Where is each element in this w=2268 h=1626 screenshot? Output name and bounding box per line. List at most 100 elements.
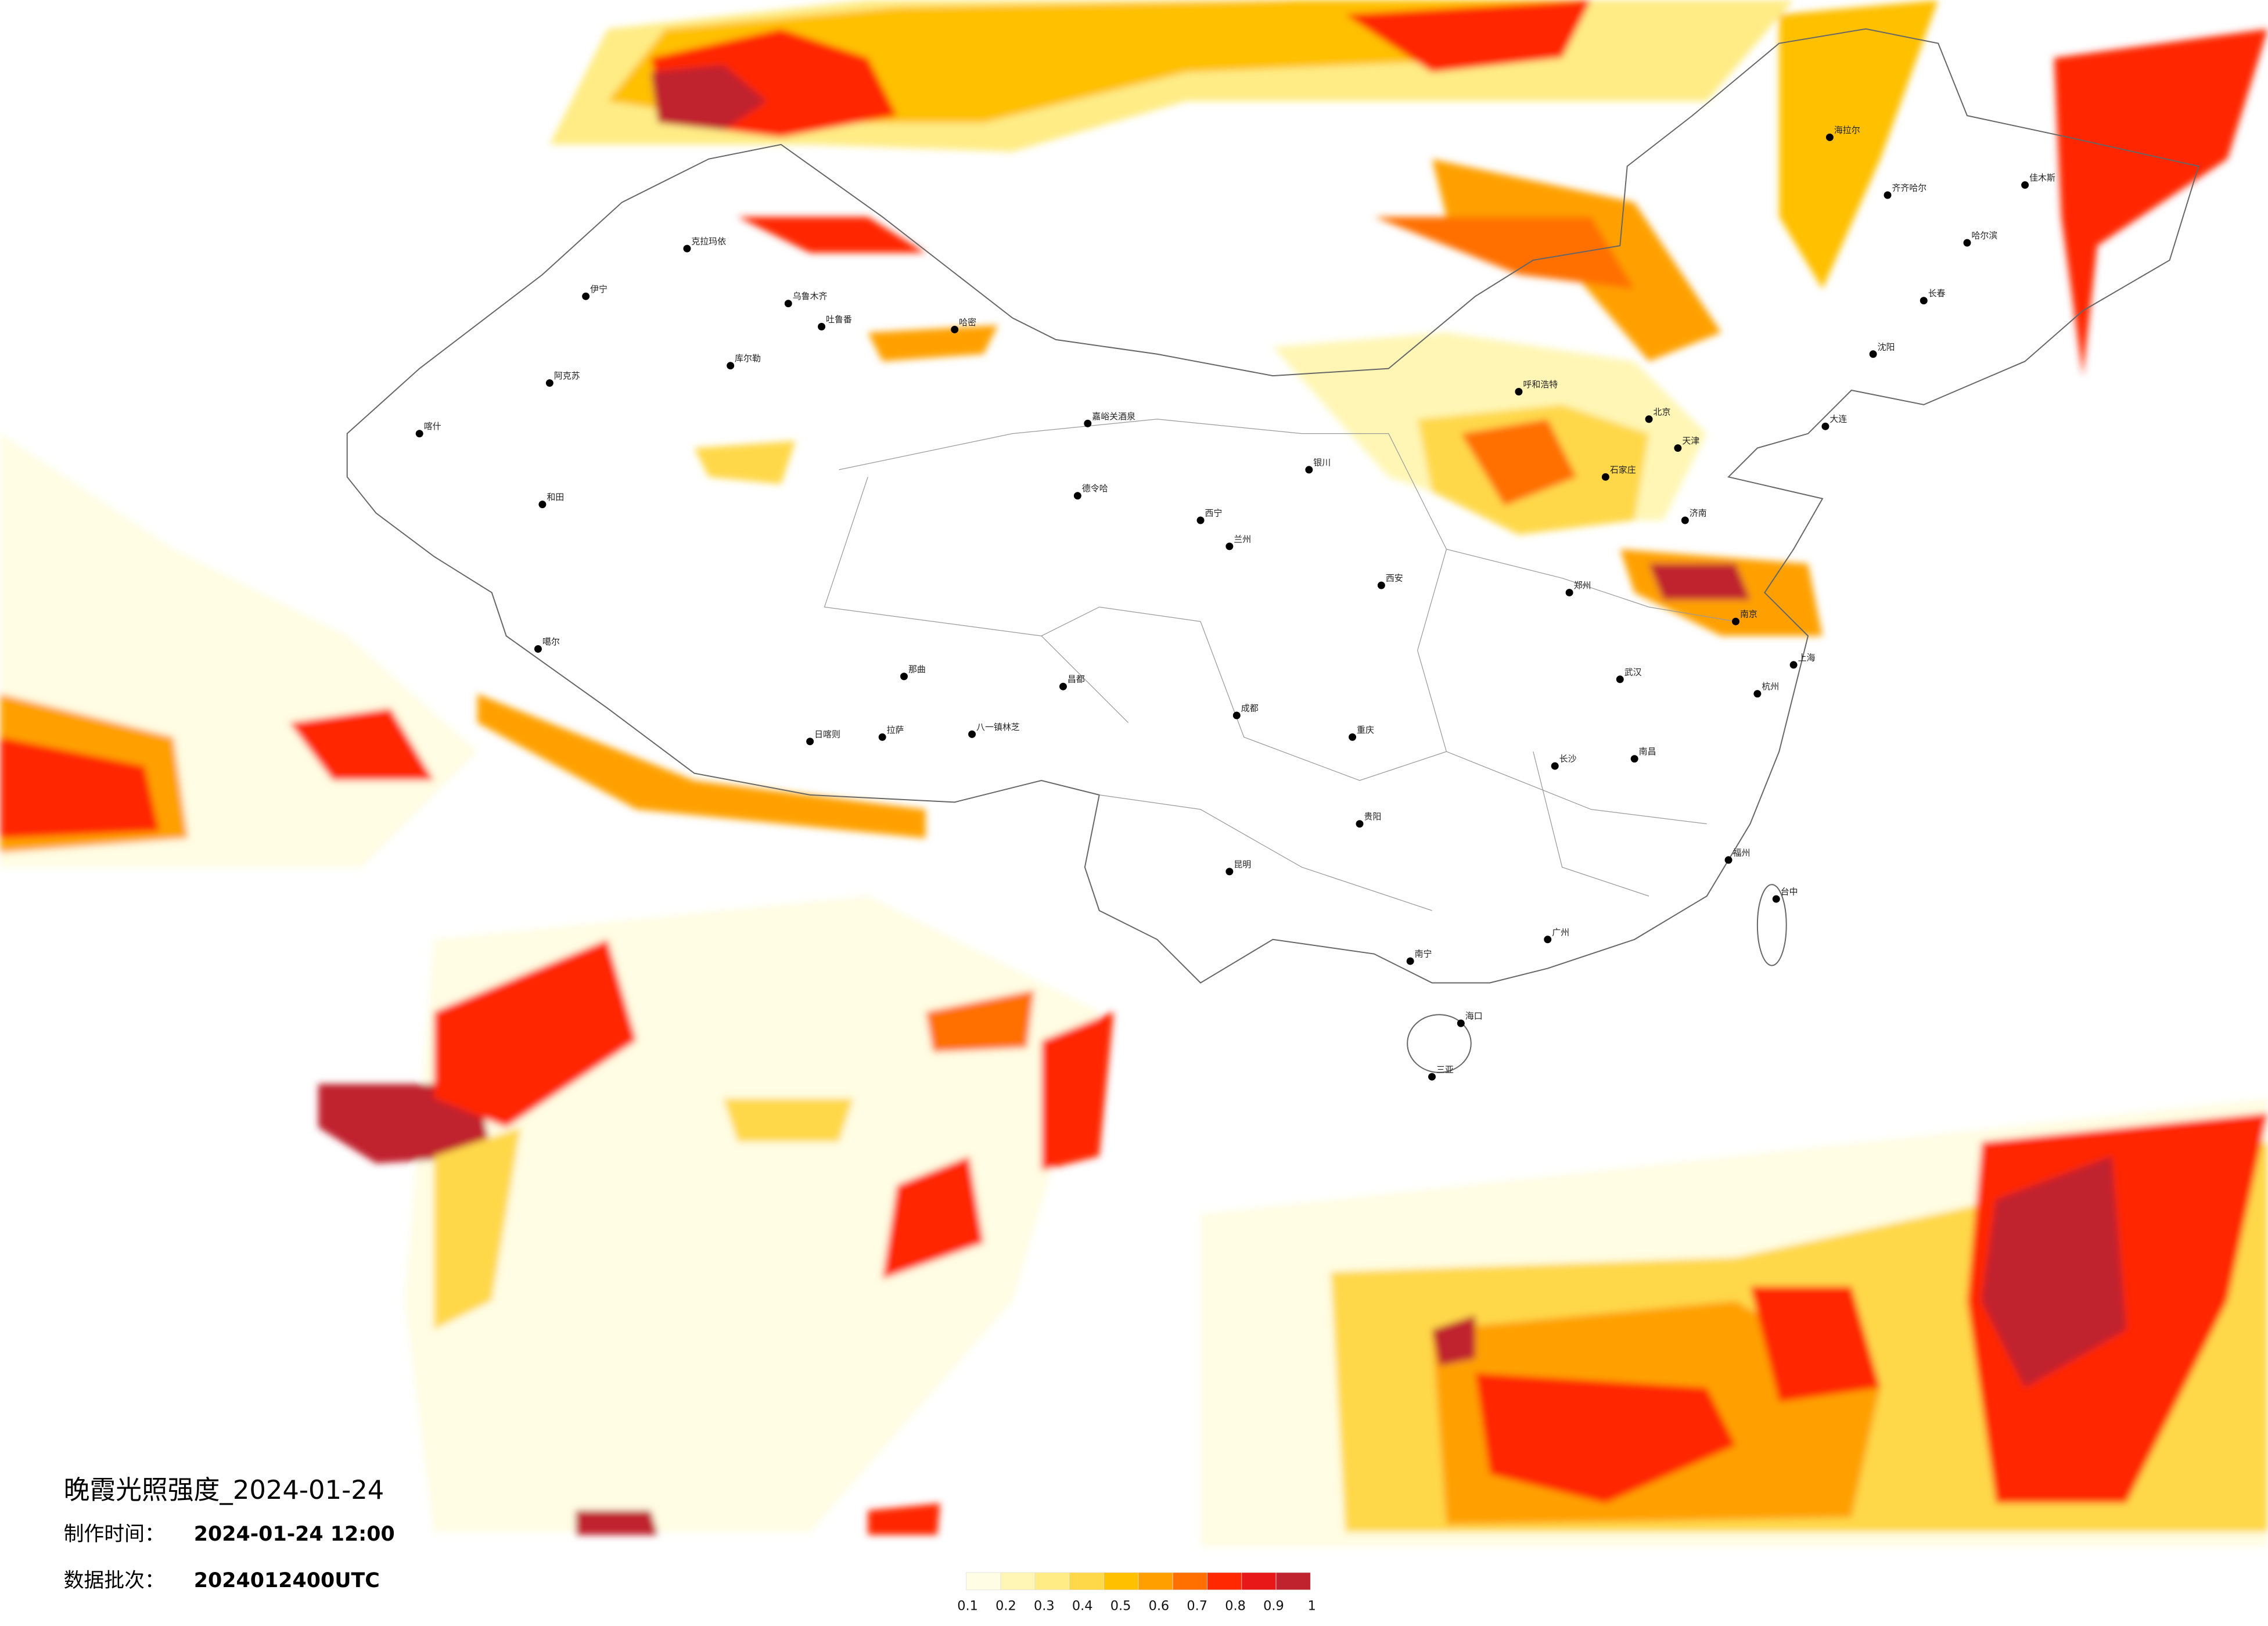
city-label: 克拉玛依 [691, 236, 726, 247]
city-label: 哈尔滨 [1971, 231, 1997, 241]
city-label: 昌都 [1067, 674, 1085, 685]
city-dot [1305, 466, 1313, 474]
city-dot [1920, 297, 1928, 305]
city-dot [1869, 350, 1877, 358]
legend-tick-label: 0.8 [1225, 1599, 1246, 1614]
city-dot [951, 325, 959, 333]
legend-swatch [966, 1572, 1001, 1591]
city-label: 嘉峪关酒泉 [1092, 411, 1135, 422]
city-label: 呼和浩特 [1523, 379, 1558, 390]
legend-swatch [1069, 1572, 1105, 1591]
city-dot [1565, 588, 1573, 596]
legend-tick-label: 0.5 [1110, 1599, 1131, 1614]
city-label: 兰州 [1234, 534, 1251, 544]
city-dot [1196, 516, 1205, 524]
city-label: 西宁 [1205, 508, 1223, 519]
city-dot [1616, 675, 1624, 684]
city-label: 德令哈 [1082, 483, 1108, 494]
city-label: 齐齐哈尔 [1892, 183, 1926, 193]
city-label: 济南 [1690, 508, 1707, 519]
city-label: 石家庄 [1610, 465, 1636, 475]
city-dot [683, 244, 691, 253]
city-dot [1059, 682, 1067, 690]
legend-tick-label: 1 [1308, 1599, 1316, 1614]
city-label: 郑州 [1574, 580, 1591, 591]
city-label: 海拉尔 [1834, 125, 1860, 135]
city-dot [1601, 473, 1609, 481]
city-dot [1406, 957, 1414, 965]
city-dot [1724, 856, 1733, 864]
city-label: 重庆 [1357, 725, 1374, 735]
city-label: 伊宁 [590, 284, 608, 294]
city-label: 库尔勒 [735, 353, 761, 364]
caption: 晚霞光照强度_2024-01-24 制作时间： 2024-01-24 12:00… [64, 1474, 395, 1592]
city-label: 海口 [1465, 1011, 1483, 1021]
city-dot [1225, 542, 1234, 551]
city-label: 福州 [1733, 847, 1751, 858]
city-label: 贵阳 [1364, 811, 1381, 822]
city-label: 南宁 [1415, 949, 1432, 959]
city-label: 那曲 [908, 664, 926, 674]
city-label: 噶尔 [542, 636, 560, 647]
legend-tick-label: 0.6 [1149, 1599, 1170, 1614]
legend-swatch [1138, 1572, 1173, 1591]
city-dot [1377, 581, 1385, 589]
city-label: 大连 [1830, 414, 1847, 425]
city-dot [784, 300, 792, 308]
legend-tick-label: 0.2 [995, 1599, 1016, 1614]
city-dot [415, 430, 423, 438]
city-label: 杭州 [1762, 681, 1779, 692]
legend-tick-label: 0.7 [1187, 1599, 1207, 1614]
legend-swatch [1207, 1572, 1242, 1591]
city-label: 沈阳 [1878, 341, 1895, 352]
city-dot [1356, 820, 1364, 828]
city-dot [545, 379, 553, 387]
city-dot [534, 645, 542, 653]
city-label: 佳木斯 [2029, 172, 2055, 183]
city-label: 银川 [1313, 457, 1331, 467]
legend-swatch [1034, 1572, 1070, 1591]
heat-layer [0, 0, 2268, 1547]
city-dot [1821, 422, 1830, 430]
city-dot [1544, 936, 1552, 944]
city-label: 南昌 [1639, 746, 1656, 757]
city-dot [1630, 755, 1638, 763]
city-dot [1674, 444, 1682, 452]
city-label: 武汉 [1624, 667, 1642, 677]
city-dot [1232, 711, 1241, 720]
city-label: 喀什 [424, 421, 441, 431]
city-dot [1732, 617, 1739, 625]
city-dot [900, 672, 908, 681]
legend-tick-label: 0.4 [1072, 1599, 1093, 1614]
city-dot [818, 323, 826, 330]
legend-tick-label: 0.3 [1034, 1599, 1055, 1614]
city-label: 日喀则 [814, 729, 840, 739]
city-dot [1681, 516, 1689, 524]
city-dot [1084, 419, 1092, 427]
city-dot [1753, 690, 1762, 698]
info-label: 制作时间： [64, 1523, 165, 1546]
legend-swatch [1172, 1572, 1207, 1591]
city-dot [1515, 388, 1523, 395]
city-dot [538, 501, 547, 509]
city-dot [582, 292, 590, 300]
city-label: 乌鲁木齐 [793, 291, 828, 301]
city-label: 拉萨 [887, 725, 904, 735]
city-label: 昆明 [1234, 859, 1251, 869]
city-label: 吐鲁番 [826, 314, 852, 325]
city-label: 上海 [1798, 652, 1816, 663]
city-dot [806, 738, 814, 746]
city-dot [1825, 133, 1834, 141]
color-legend: 0.1 0.2 0.3 0.4 0.5 0.6 0.7 0.8 0.9 1 [957, 1572, 1316, 1614]
city-label: 八一镇林芝 [976, 722, 1020, 732]
city-label: 南京 [1740, 609, 1757, 620]
legend-tick-label: 0.9 [1263, 1599, 1284, 1614]
city-dot [968, 730, 976, 738]
legend-tick-label: 0.1 [957, 1599, 978, 1614]
city-label: 和田 [547, 492, 564, 502]
legend-swatch [1104, 1572, 1139, 1591]
city-label: 阿克苏 [554, 370, 580, 381]
